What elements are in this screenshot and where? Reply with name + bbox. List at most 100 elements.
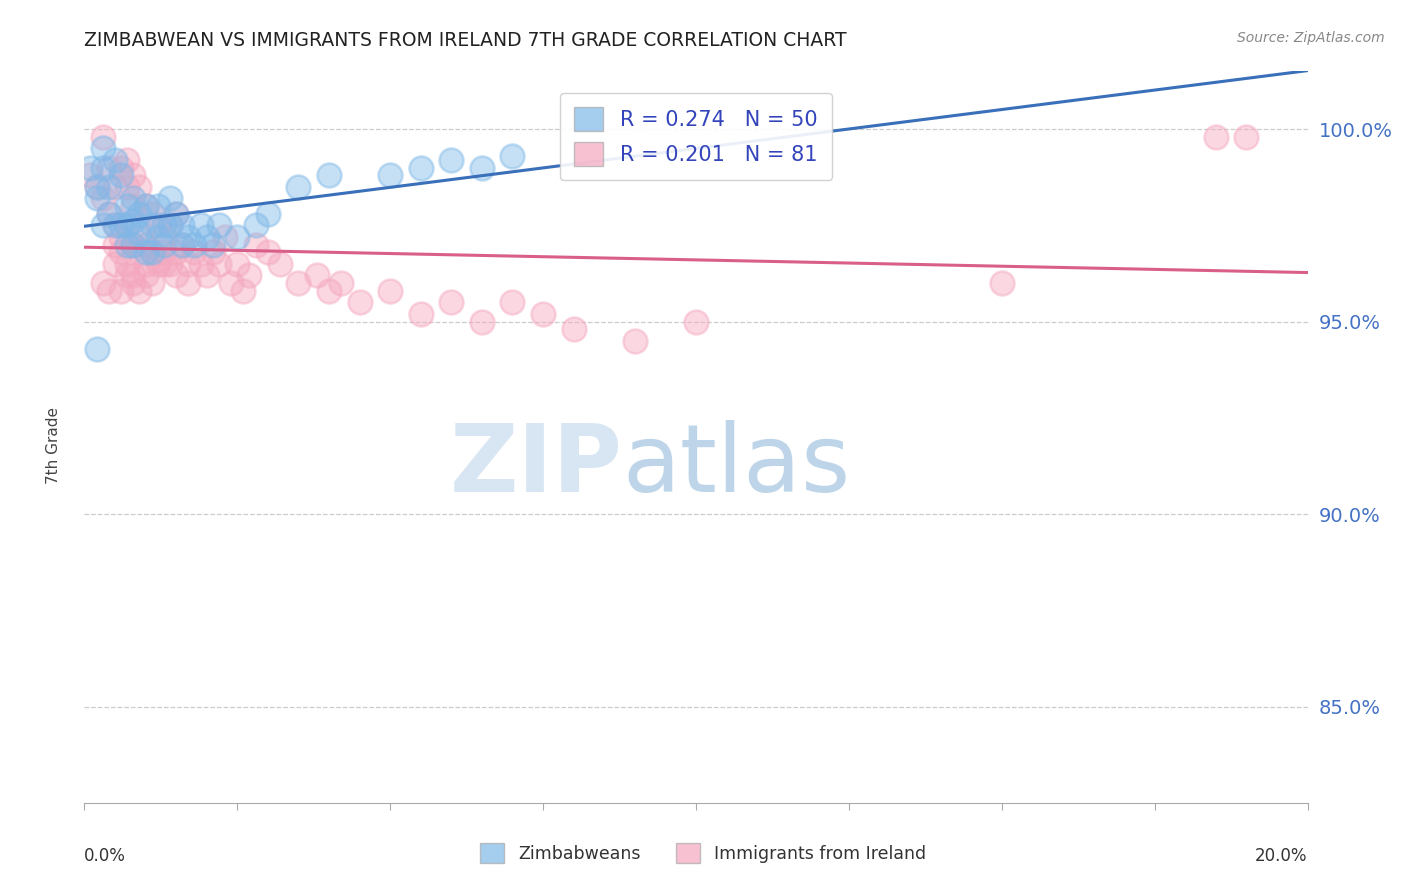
Point: [135, 245, 157, 260]
Point: [153, 245, 176, 260]
Point: [91, 161, 114, 175]
Point: [318, 169, 340, 183]
Point: [122, 199, 145, 213]
Point: [79, 161, 101, 175]
Point: [624, 334, 647, 348]
Point: [135, 257, 157, 271]
Point: [380, 169, 402, 183]
Point: [153, 237, 176, 252]
Point: [195, 230, 218, 244]
Point: [1205, 129, 1227, 144]
Point: [287, 276, 309, 290]
Point: [502, 295, 524, 310]
Point: [115, 237, 138, 252]
Point: [128, 284, 150, 298]
Point: [190, 219, 212, 233]
Point: [269, 257, 291, 271]
Point: [409, 161, 432, 175]
Point: [245, 219, 267, 233]
Point: [183, 237, 205, 252]
Point: [330, 276, 353, 290]
Point: [502, 149, 524, 163]
Point: [146, 252, 169, 267]
Point: [159, 191, 181, 205]
Point: [172, 219, 194, 233]
Point: [91, 276, 114, 290]
Point: [141, 219, 163, 233]
Point: [349, 295, 371, 310]
Text: ZIP: ZIP: [450, 420, 623, 512]
Point: [91, 141, 114, 155]
Point: [305, 268, 328, 283]
Point: [159, 257, 181, 271]
Point: [141, 276, 163, 290]
Point: [257, 207, 280, 221]
Point: [183, 245, 205, 260]
Point: [141, 245, 163, 260]
Point: [122, 191, 145, 205]
Point: [245, 237, 267, 252]
Point: [110, 219, 132, 233]
Point: [104, 257, 127, 271]
Point: [531, 307, 554, 321]
Point: [380, 284, 402, 298]
Point: [104, 179, 127, 194]
Point: [562, 322, 585, 336]
Point: [128, 245, 150, 260]
Point: [104, 237, 127, 252]
Point: [110, 245, 132, 260]
Point: [128, 230, 150, 244]
Point: [287, 179, 309, 194]
Point: [1236, 129, 1258, 144]
Point: [177, 230, 200, 244]
Point: [226, 230, 249, 244]
Point: [219, 276, 242, 290]
Point: [159, 219, 181, 233]
Point: [135, 199, 157, 213]
Text: 0.0%: 0.0%: [84, 847, 127, 864]
Point: [115, 219, 138, 233]
Point: [91, 219, 114, 233]
Point: [110, 284, 132, 298]
Point: [91, 191, 114, 205]
Point: [177, 276, 200, 290]
Point: [153, 219, 176, 233]
Point: [190, 257, 212, 271]
Point: [141, 207, 163, 221]
Point: [122, 169, 145, 183]
Point: [153, 257, 176, 271]
Text: Source: ZipAtlas.com: Source: ZipAtlas.com: [1237, 31, 1385, 45]
Point: [122, 214, 145, 228]
Point: [115, 268, 138, 283]
Point: [128, 226, 150, 240]
Point: [177, 257, 200, 271]
Point: [115, 153, 138, 167]
Point: [122, 237, 145, 252]
Point: [208, 219, 231, 233]
Point: [146, 230, 169, 244]
Point: [165, 207, 187, 221]
Point: [115, 219, 138, 233]
Point: [208, 257, 231, 271]
Point: [128, 207, 150, 221]
Point: [172, 237, 194, 252]
Point: [97, 207, 120, 221]
Legend: R = 0.274   N = 50, R = 0.201   N = 81: R = 0.274 N = 50, R = 0.201 N = 81: [560, 93, 832, 180]
Point: [86, 179, 108, 194]
Point: [97, 161, 120, 175]
Point: [86, 179, 108, 194]
Point: [226, 257, 249, 271]
Point: [172, 237, 194, 252]
Point: [471, 161, 494, 175]
Point: [115, 257, 138, 271]
Point: [471, 315, 494, 329]
Point: [86, 342, 108, 356]
Point: [146, 199, 169, 213]
Point: [153, 230, 176, 244]
Point: [110, 169, 132, 183]
Point: [165, 268, 187, 283]
Point: [146, 257, 169, 271]
Point: [201, 237, 224, 252]
Point: [159, 219, 181, 233]
Point: [104, 219, 127, 233]
